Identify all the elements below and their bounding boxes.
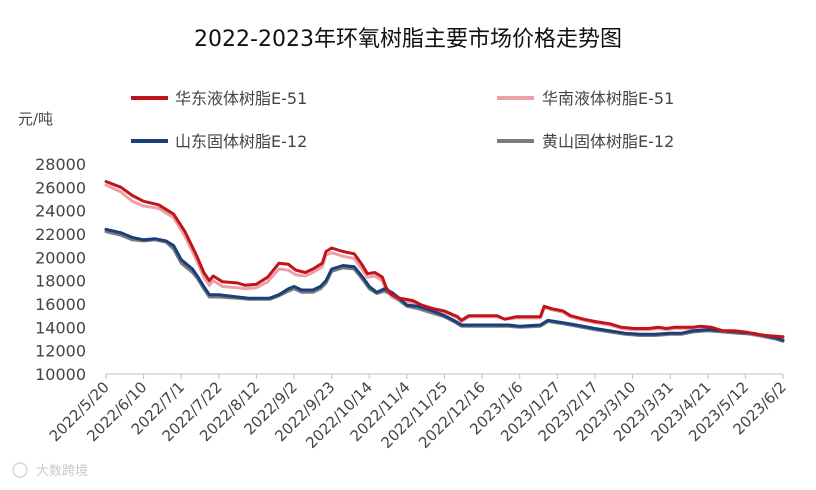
y-axis-unit-label: 元/吨 bbox=[18, 110, 53, 128]
chart-title: 2022-2023年环氧树脂主要市场价格走势图 bbox=[194, 27, 622, 52]
series-line-3 bbox=[104, 230, 785, 343]
series-line-0 bbox=[104, 180, 785, 339]
legend: 华东液体树脂E-51 华南液体树脂E-51 山东固体树脂E-12 黄山固体树脂E… bbox=[131, 89, 674, 151]
legend-label-2: 山东固体树脂E-12 bbox=[175, 132, 307, 151]
y-tick-label: 22000 bbox=[35, 225, 86, 244]
y-tick-label: 16000 bbox=[35, 295, 86, 314]
watermark-text: 大数跨境 bbox=[36, 464, 88, 479]
y-tick-label: 18000 bbox=[35, 272, 86, 291]
y-tick-label: 14000 bbox=[35, 318, 86, 337]
y-tick-label: 24000 bbox=[35, 202, 86, 221]
y-tick-label: 28000 bbox=[35, 155, 86, 174]
legend-label-0: 华东液体树脂E-51 bbox=[175, 89, 307, 108]
x-axis: 2022/5/202022/6/102022/7/12022/7/222022/… bbox=[46, 374, 790, 452]
watermark: 大数跨境 bbox=[12, 462, 88, 479]
y-tick-label: 26000 bbox=[35, 178, 86, 197]
y-tick-label: 12000 bbox=[35, 342, 86, 361]
legend-label-3: 黄山固体树脂E-12 bbox=[542, 132, 674, 151]
plot-area bbox=[104, 180, 785, 343]
y-axis: 10000 12000 14000 16000 18000 20000 22000 24000… bbox=[35, 155, 86, 384]
y-tick-label: 20000 bbox=[35, 248, 86, 267]
legend-label-1: 华南液体树脂E-51 bbox=[542, 89, 674, 108]
watermark-logo-icon bbox=[12, 462, 28, 478]
y-tick-label: 10000 bbox=[35, 365, 86, 384]
